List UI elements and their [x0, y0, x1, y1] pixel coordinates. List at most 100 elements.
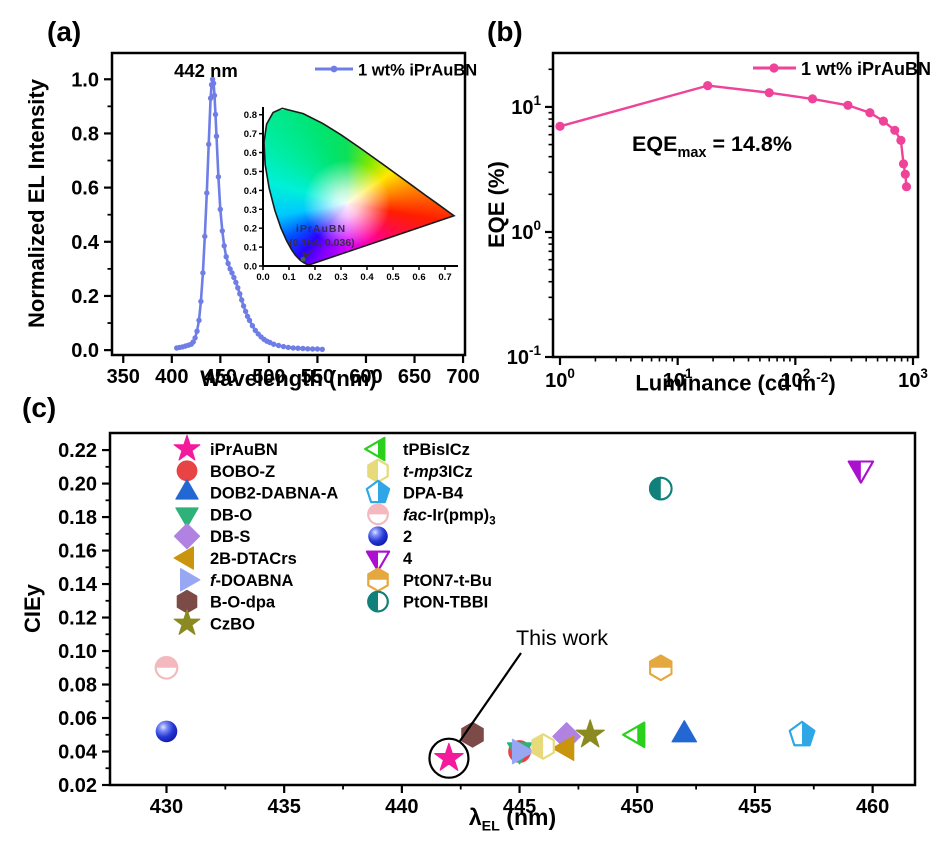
- marker-triangle-up: [175, 479, 199, 500]
- el-spectrum-point: [242, 308, 249, 315]
- panel-c-xlabel-part-1: EL: [481, 818, 500, 835]
- panel-b-xlabel-part-2: ): [828, 370, 836, 396]
- inset-y-tick: 0.7: [244, 129, 257, 140]
- el-spectrum-point: [212, 111, 219, 118]
- marker-triangle-down-outline: [847, 460, 875, 484]
- inset-y-tick: 0.2: [244, 224, 257, 235]
- c-legend-label-1: BOBO-Z: [210, 463, 275, 481]
- marker-star: [575, 719, 605, 748]
- marker-circle-half: [155, 656, 178, 668]
- marker-triangle-up: [671, 720, 698, 743]
- inset-x-tick: 0.6: [412, 272, 425, 283]
- el-spectrum-point: [219, 228, 225, 234]
- marker-circle: [176, 460, 198, 482]
- el-spectrum-point: [204, 190, 210, 196]
- el-spectrum-point: [225, 260, 231, 267]
- eqe-curve-point: [901, 182, 912, 192]
- marker-circle-half: [649, 477, 661, 500]
- y-tick-label: 0.10: [58, 641, 97, 663]
- marker-sphere: [368, 526, 388, 546]
- el-spectrum-point: [271, 341, 277, 347]
- c-legend-label-5: 2B-DTACrs: [210, 550, 297, 568]
- inset-x-tick: 0.3: [334, 272, 347, 283]
- inset-y-tick: 0.4: [244, 186, 258, 197]
- inset-y-tick: 0.0: [244, 262, 257, 273]
- eqe-curve-point: [900, 169, 910, 179]
- inset-x-tick: 0.7: [438, 272, 451, 283]
- panel-b-x-axis-title: Luminance (cd m-2): [553, 370, 918, 396]
- marker-triangle-right: [511, 738, 535, 765]
- x-tick-label: 500: [252, 366, 285, 388]
- x-tick-label: 550: [301, 366, 334, 388]
- el-spectrum-point: [280, 343, 287, 350]
- panel-c: 430 435 440 445 450 455 460 0.02 0.04 0.06 0.08 0.1…: [58, 434, 889, 818]
- panel-b-y-axis-title: EQE (%): [484, 161, 509, 249]
- x-tick-label: 600: [349, 366, 382, 388]
- el-spectrum-point: [200, 270, 206, 276]
- c-legend-label-9: tPBisICz: [403, 441, 470, 459]
- panel-c-y-axis-title: CIEy: [20, 584, 45, 634]
- el-spectrum-point: [244, 313, 251, 319]
- y-tick-label: 0.16: [58, 541, 97, 563]
- log-tick-label: 101: [511, 93, 541, 119]
- x-tick-label: 445: [503, 796, 536, 818]
- panel-b-xlabel-part-0: Luminance (cd m: [635, 370, 817, 396]
- c-legend-label-2: DOB2-DABNA-A: [210, 485, 338, 503]
- c-legend-label-0: iPrAuBN: [210, 441, 278, 459]
- y-tick-label: 1.0: [71, 69, 99, 91]
- log-tick-label: 100: [545, 366, 575, 392]
- y-tick-label: 0.08: [58, 675, 97, 697]
- y-tick-label: 0.20: [58, 474, 97, 496]
- inset-x-tick: 0.1: [282, 272, 296, 283]
- marker-triangle-left-half: [378, 437, 385, 461]
- el-spectrum-point: [192, 335, 198, 341]
- el-spectrum-point: [305, 346, 311, 352]
- el-spectrum-point: [215, 174, 222, 180]
- el-spectrum-point: [217, 206, 223, 212]
- panel-b-xlabel-part-1: -2: [816, 370, 829, 385]
- c-legend-label-4: DB-S: [210, 528, 250, 546]
- y-tick-label: 0.0: [71, 340, 99, 362]
- eqe-curve-point: [865, 108, 875, 118]
- el-spectrum-point: [229, 270, 235, 276]
- log-tick-label: 102: [780, 366, 810, 392]
- x-tick-label: 440: [385, 796, 418, 818]
- panel-c-xlabel-part-0: λ: [468, 804, 482, 830]
- x-tick-label: 700: [446, 366, 479, 388]
- x-tick-label: 650: [398, 366, 431, 388]
- marker-triangle-left: [551, 735, 575, 762]
- marker-triangle-right: [180, 568, 201, 592]
- panel-c-frame: [108, 431, 917, 787]
- marker-triangle-left-outline: [622, 721, 646, 748]
- c-legend-label-7: B-O-dpa: [210, 594, 276, 612]
- el-spectrum-point: [190, 339, 196, 345]
- eqe-curve-point: [896, 135, 906, 145]
- marker-triangle-down-outline: [365, 550, 391, 572]
- panel-a-x-axis-title: Wavelength (nm): [200, 366, 377, 391]
- c-legend-label-12: fac-Ir(pmp)3: [403, 506, 496, 527]
- marker-hexagon-half: [532, 734, 544, 759]
- el-spectrum-point: [211, 92, 218, 99]
- log-tick-label: 103: [898, 366, 928, 392]
- eqe-curve-point: [764, 88, 774, 98]
- panel-a: 350 400 450 500 550 600 650 700 0.0 0.2 0.4 0.6 0.8 1…: [71, 60, 480, 388]
- x-tick-label: 460: [856, 796, 889, 818]
- eqe-curve-point: [807, 94, 818, 104]
- c-legend-label-14: 4: [403, 550, 413, 568]
- y-tick-label: 0.18: [58, 507, 97, 529]
- el-spectrum-point: [319, 346, 325, 352]
- el-spectrum-point: [206, 141, 212, 147]
- el-spectrum-point: [231, 274, 237, 281]
- inset-x-tick: 0.5: [386, 272, 400, 283]
- panel-a-legend-marker: [330, 65, 338, 73]
- panel-c-x-axis-title: λEL (nm): [110, 804, 915, 835]
- y-tick-label: 0.4: [71, 232, 100, 254]
- x-tick-label: 450: [621, 796, 654, 818]
- marker-hexagon-half: [368, 568, 388, 580]
- c-legend-label-15: PtON7-t-Bu: [403, 572, 492, 590]
- el-spectrum-point: [285, 344, 291, 351]
- c-legend-label-3: DB-O: [210, 506, 252, 524]
- marker-pentagon-outline: [365, 479, 391, 504]
- panel-a-tag: (a): [47, 16, 82, 47]
